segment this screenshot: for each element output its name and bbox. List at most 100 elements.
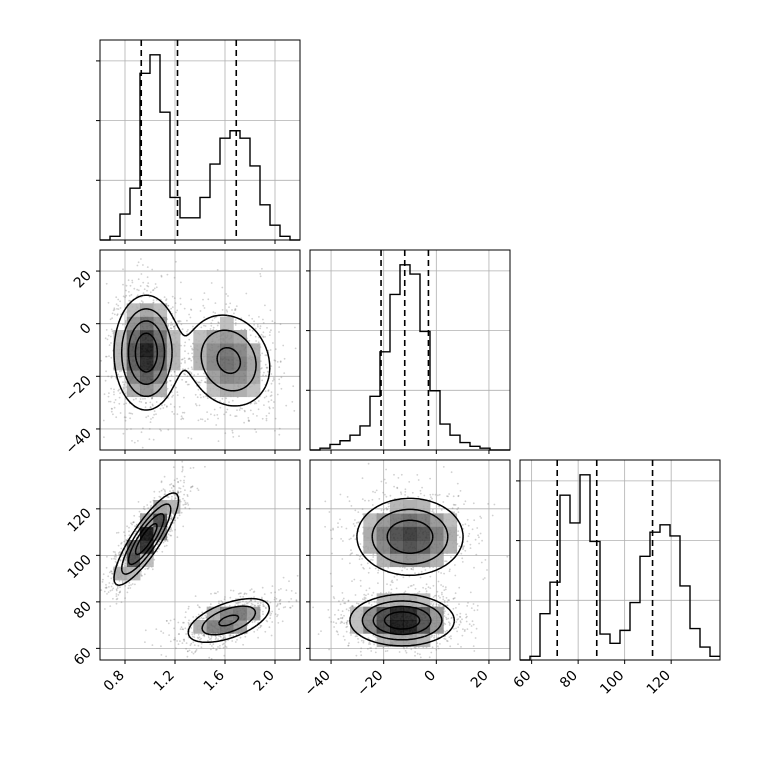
- sample-point: [349, 562, 351, 565]
- sample-point: [145, 401, 147, 404]
- sample-point: [355, 633, 358, 636]
- sample-point: [278, 433, 281, 436]
- sample-point: [265, 607, 267, 610]
- sample-point: [210, 282, 213, 284]
- sample-point: [253, 604, 256, 607]
- density-cell: [113, 566, 128, 581]
- sample-point: [372, 634, 375, 637]
- sample-point: [253, 630, 256, 633]
- sample-point: [144, 397, 146, 400]
- sample-point: [200, 396, 202, 399]
- sample-point: [457, 534, 459, 536]
- sample-point: [194, 651, 197, 653]
- sample-point: [382, 646, 385, 649]
- sample-point: [240, 592, 242, 595]
- sample-point: [110, 342, 112, 344]
- sample-point: [262, 318, 264, 321]
- sample-point: [173, 627, 176, 630]
- sample-point: [470, 631, 473, 634]
- sample-point: [380, 509, 383, 512]
- sample-point: [187, 329, 189, 331]
- sample-point: [141, 574, 143, 577]
- sample-point: [257, 325, 259, 328]
- sample-point: [253, 590, 256, 593]
- sample-point: [154, 547, 156, 550]
- sample-point: [237, 602, 240, 604]
- sample-point: [438, 493, 441, 496]
- sample-point: [170, 498, 173, 500]
- sample-point: [173, 371, 176, 373]
- sample-point: [273, 378, 275, 381]
- sample-point: [244, 410, 246, 413]
- sample-point: [203, 635, 206, 638]
- sample-point: [368, 587, 371, 590]
- sample-point: [129, 284, 132, 287]
- sample-point: [460, 646, 462, 648]
- sample-point: [248, 600, 251, 603]
- sample-point: [265, 354, 268, 357]
- sample-point: [225, 293, 228, 295]
- sample-point: [337, 609, 340, 612]
- sample-point: [114, 399, 117, 401]
- sample-point: [224, 640, 227, 643]
- sample-point: [117, 594, 120, 596]
- sample-point: [119, 591, 121, 594]
- sample-point: [385, 495, 388, 498]
- sample-point: [413, 646, 416, 649]
- sample-point: [238, 435, 240, 438]
- sample-point: [271, 380, 274, 382]
- sample-point: [187, 605, 190, 608]
- sample-point: [219, 647, 221, 650]
- sample-point: [190, 366, 193, 369]
- sample-point: [176, 413, 179, 416]
- sample-point: [215, 592, 217, 595]
- sample-point: [279, 323, 282, 326]
- sample-point: [214, 635, 217, 637]
- sample-point: [450, 637, 452, 640]
- sample-point: [347, 644, 350, 647]
- sample-point: [149, 506, 152, 509]
- sample-point: [137, 526, 140, 529]
- sample-point: [130, 293, 133, 296]
- sample-point: [103, 393, 106, 396]
- sample-point: [480, 517, 483, 519]
- sample-point: [343, 639, 346, 641]
- sample-point: [100, 589, 103, 591]
- sample-point: [197, 373, 199, 375]
- sample-point: [364, 597, 367, 600]
- sample-point: [105, 370, 107, 373]
- sample-point: [108, 392, 110, 394]
- sample-point: [152, 438, 155, 441]
- sample-point: [191, 348, 194, 351]
- sample-point: [192, 325, 194, 328]
- sample-point: [282, 576, 285, 579]
- sample-point: [277, 603, 279, 605]
- sample-point: [256, 629, 259, 631]
- sample-point: [211, 319, 214, 322]
- sample-point: [229, 302, 232, 305]
- density-cell: [126, 566, 141, 581]
- sample-point: [148, 428, 151, 430]
- sample-point: [128, 299, 131, 302]
- sample-point: [110, 407, 113, 410]
- sample-point: [181, 466, 184, 469]
- sample-point: [111, 572, 113, 575]
- sample-point: [188, 623, 190, 626]
- sample-point: [173, 327, 176, 330]
- sample-point: [151, 510, 153, 513]
- sample-point: [165, 299, 167, 302]
- sample-point: [270, 382, 273, 385]
- sample-point: [190, 373, 193, 375]
- sample-point: [333, 626, 335, 628]
- sample-point: [222, 634, 225, 637]
- sample-point: [146, 266, 149, 268]
- sample-point: [219, 400, 221, 402]
- sample-point: [429, 493, 432, 496]
- sample-point: [203, 307, 206, 309]
- sample-point: [146, 289, 148, 292]
- sample-point: [370, 604, 373, 606]
- sample-point: [269, 395, 272, 397]
- sample-point: [352, 523, 355, 525]
- sample-point: [328, 616, 331, 619]
- sample-point: [126, 591, 129, 594]
